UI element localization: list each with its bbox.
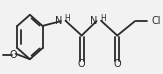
Text: O: O [113,59,121,69]
Text: O: O [10,50,18,60]
Text: H: H [65,14,70,23]
Text: H: H [100,14,106,23]
Text: N: N [55,16,62,26]
Text: O: O [78,59,85,69]
Text: Cl: Cl [151,16,161,26]
Text: N: N [90,16,98,26]
